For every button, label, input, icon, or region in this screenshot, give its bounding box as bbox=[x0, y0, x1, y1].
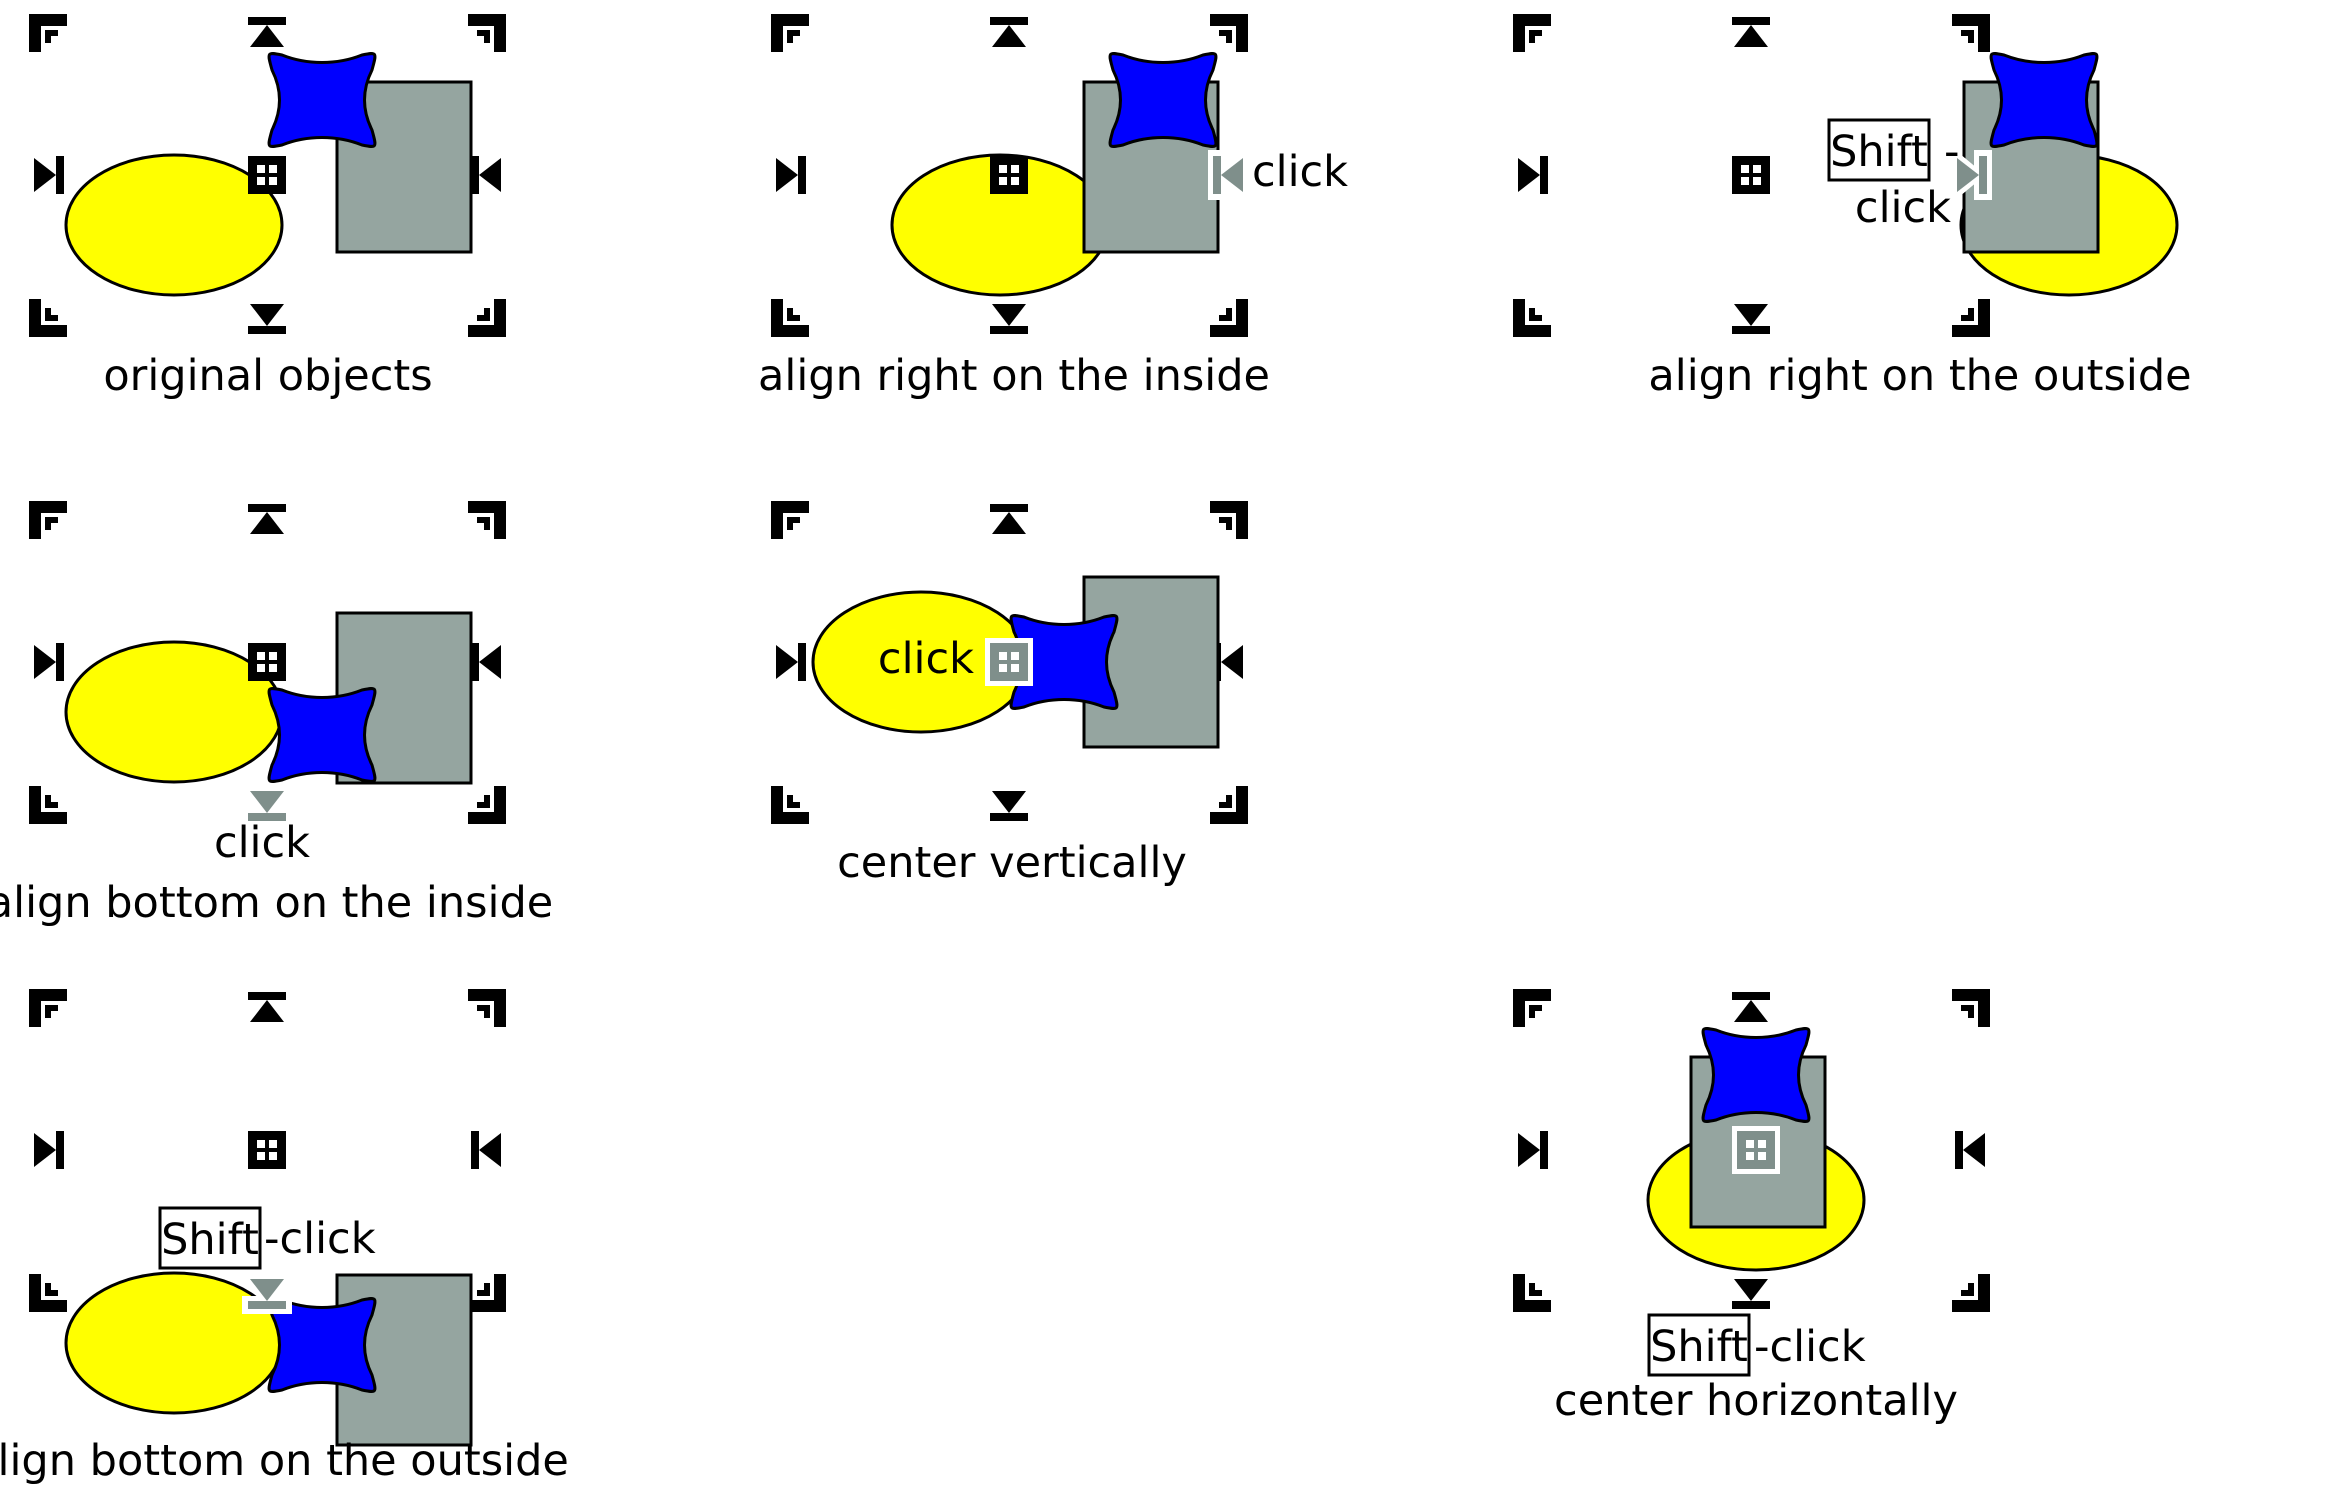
click-hint: click bbox=[1855, 183, 1951, 233]
caption-original-objects: original objects bbox=[103, 351, 432, 401]
click-hint: click bbox=[878, 634, 974, 684]
edge-handle-bottom-icon[interactable] bbox=[1732, 1279, 1770, 1309]
edge-handle-top-icon[interactable] bbox=[248, 17, 286, 47]
shift-key-label: Shift bbox=[1650, 1322, 1748, 1372]
corner-handle-top-right-icon[interactable] bbox=[1952, 14, 1990, 52]
edge-handle-right-icon[interactable] bbox=[471, 643, 501, 681]
corner-handle-top-right-icon[interactable] bbox=[1952, 989, 1990, 1027]
edge-handle-top-icon[interactable] bbox=[1732, 17, 1770, 47]
caption-center-horizontally: center horizontally bbox=[1554, 1376, 1958, 1426]
corner-handle-bottom-right-icon[interactable] bbox=[468, 786, 506, 824]
shift-key-box bbox=[1827, 118, 1931, 182]
blue-star-shape bbox=[267, 687, 377, 783]
center-handle-active-icon[interactable] bbox=[1732, 1126, 1780, 1174]
panel-align-bottom-outside: Shift -click align bottom on the outside bbox=[0, 989, 569, 1486]
corner-handle-bottom-right-icon[interactable] bbox=[468, 299, 506, 337]
center-handle-icon[interactable] bbox=[248, 156, 286, 194]
edge-handle-top-icon[interactable] bbox=[248, 504, 286, 534]
edge-handle-left-icon[interactable] bbox=[34, 643, 64, 681]
edge-handle-left-icon[interactable] bbox=[776, 643, 806, 681]
blue-star-shape bbox=[267, 52, 377, 148]
hyphen: - bbox=[1944, 127, 1960, 177]
center-handle-icon[interactable] bbox=[990, 156, 1028, 194]
edge-handle-bottom-icon[interactable] bbox=[248, 304, 286, 334]
corner-handle-top-right-icon[interactable] bbox=[1210, 501, 1248, 539]
corner-handle-bottom-right-icon[interactable] bbox=[1952, 299, 1990, 337]
corner-handle-top-right-icon[interactable] bbox=[468, 14, 506, 52]
edge-handle-top-icon[interactable] bbox=[990, 17, 1028, 47]
corner-handle-top-left-icon[interactable] bbox=[1513, 989, 1551, 1027]
edge-handle-top-icon[interactable] bbox=[1732, 992, 1770, 1022]
corner-handle-top-left-icon[interactable] bbox=[29, 989, 67, 1027]
corner-handle-bottom-left-icon[interactable] bbox=[29, 299, 67, 337]
corner-handle-bottom-right-icon[interactable] bbox=[1210, 786, 1248, 824]
panel-align-right-outside: Shift - click align right on the outside bbox=[1513, 14, 2192, 401]
edge-handle-right-active-icon[interactable] bbox=[1208, 150, 1249, 200]
caption-align-right-outside: align right on the outside bbox=[1648, 351, 2191, 401]
corner-handle-top-right-icon[interactable] bbox=[468, 501, 506, 539]
click-hint: click bbox=[214, 818, 310, 868]
center-handle-icon[interactable] bbox=[1732, 156, 1770, 194]
edge-handle-bottom-icon[interactable] bbox=[990, 791, 1028, 821]
shift-key-label: Shift bbox=[1830, 127, 1928, 177]
corner-handle-top-left-icon[interactable] bbox=[771, 501, 809, 539]
caption-align-bottom-inside: align bottom on the inside bbox=[0, 878, 553, 928]
yellow-ellipse bbox=[64, 153, 284, 297]
blue-star-shape bbox=[1701, 1027, 1811, 1123]
corner-handle-bottom-right-icon[interactable] bbox=[1210, 299, 1248, 337]
center-handle-active-icon[interactable] bbox=[985, 638, 1033, 686]
edge-handle-left-icon[interactable] bbox=[776, 156, 806, 194]
blue-star-shape bbox=[1108, 52, 1218, 148]
corner-handle-bottom-right-icon[interactable] bbox=[468, 1274, 506, 1312]
corner-handle-bottom-left-icon[interactable] bbox=[771, 786, 809, 824]
corner-handle-bottom-left-icon[interactable] bbox=[1513, 1274, 1551, 1312]
edge-handle-right-icon[interactable] bbox=[471, 1131, 501, 1169]
shift-key-box bbox=[158, 1206, 262, 1270]
edge-handle-right-active-icon[interactable] bbox=[1951, 150, 1992, 200]
center-handle-icon[interactable] bbox=[248, 643, 286, 681]
click-hint: -click bbox=[264, 1214, 376, 1264]
corner-handle-top-left-icon[interactable] bbox=[29, 14, 67, 52]
edge-handle-bottom-active-icon[interactable] bbox=[242, 785, 292, 826]
corner-handle-bottom-left-icon[interactable] bbox=[771, 299, 809, 337]
corner-handle-bottom-left-icon[interactable] bbox=[29, 1274, 67, 1312]
panel-original-objects: original objects bbox=[29, 14, 506, 401]
corner-handle-top-right-icon[interactable] bbox=[468, 989, 506, 1027]
edge-handle-left-icon[interactable] bbox=[1518, 156, 1548, 194]
corner-handle-bottom-right-icon[interactable] bbox=[1952, 1274, 1990, 1312]
corner-handle-bottom-left-icon[interactable] bbox=[29, 786, 67, 824]
panel-align-bottom-inside: click align bottom on the inside bbox=[0, 501, 553, 928]
panel-align-right-inside: click align right on the inside bbox=[758, 14, 1348, 401]
edge-handle-bottom-icon[interactable] bbox=[1732, 304, 1770, 334]
edge-handle-left-icon[interactable] bbox=[1518, 1131, 1548, 1169]
edge-handle-bottom-active-icon[interactable] bbox=[242, 1273, 292, 1314]
panel-center-vertically: click center vertically bbox=[771, 501, 1248, 888]
caption-align-right-inside: align right on the inside bbox=[758, 351, 1270, 401]
edge-handle-right-icon[interactable] bbox=[1955, 1131, 1985, 1169]
shift-key-label: Shift bbox=[161, 1215, 259, 1265]
corner-handle-top-left-icon[interactable] bbox=[29, 501, 67, 539]
caption-align-bottom-outside: align bottom on the outside bbox=[0, 1436, 569, 1486]
caption-center-vertically: center vertically bbox=[837, 838, 1187, 888]
corner-handle-top-left-icon[interactable] bbox=[771, 14, 809, 52]
edge-handle-right-icon[interactable] bbox=[471, 156, 501, 194]
corner-handle-bottom-left-icon[interactable] bbox=[1513, 299, 1551, 337]
shift-key-box bbox=[1647, 1313, 1751, 1377]
edge-handle-bottom-icon[interactable] bbox=[990, 304, 1028, 334]
corner-handle-top-right-icon[interactable] bbox=[1210, 14, 1248, 52]
corner-handle-top-left-icon[interactable] bbox=[1513, 14, 1551, 52]
click-hint: click bbox=[1252, 147, 1348, 197]
edge-handle-left-icon[interactable] bbox=[34, 156, 64, 194]
edge-handle-left-icon[interactable] bbox=[34, 1131, 64, 1169]
blue-star-shape bbox=[1989, 52, 2099, 148]
center-handle-icon[interactable] bbox=[248, 1131, 286, 1169]
edge-handle-top-icon[interactable] bbox=[248, 992, 286, 1022]
edge-handle-top-icon[interactable] bbox=[990, 504, 1028, 534]
click-hint: -click bbox=[1754, 1322, 1866, 1372]
yellow-ellipse bbox=[64, 1271, 284, 1415]
